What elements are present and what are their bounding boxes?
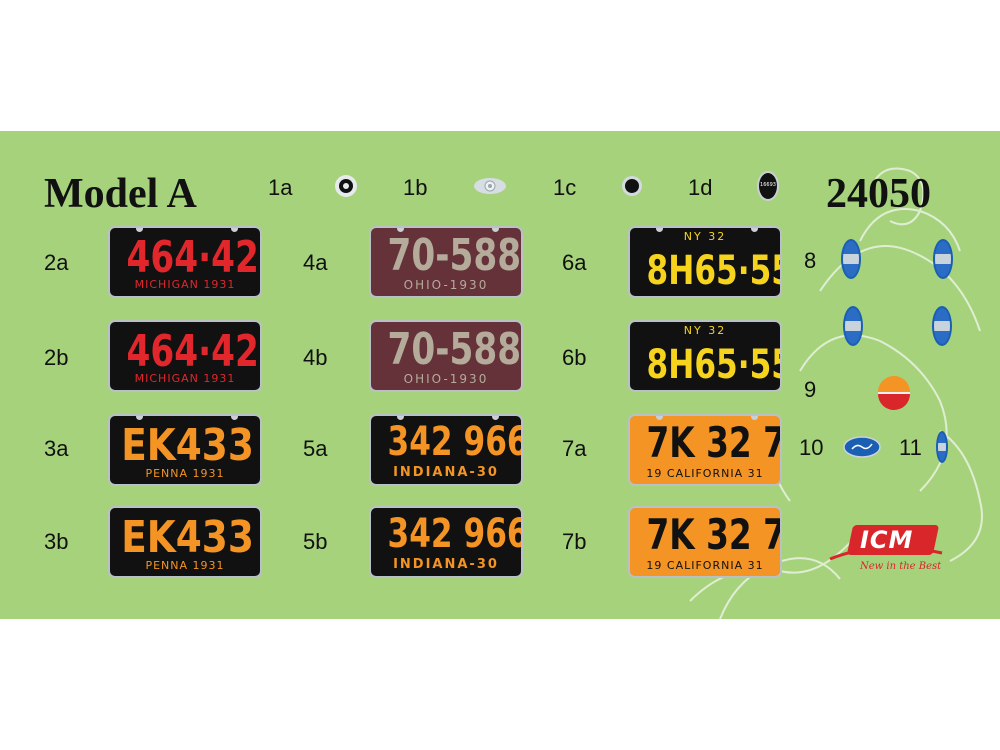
- plate-penna-3a: EK433 PENNA 1931: [108, 414, 262, 486]
- decal-8-oval-icon: [841, 239, 861, 279]
- plate-number: 7K 32 78: [646, 418, 781, 467]
- plate-indiana-5a: 342 966 INDIANA-30: [369, 414, 523, 486]
- plate-state: MICHIGAN 1931: [134, 372, 236, 385]
- plate-state: NY 32: [683, 324, 727, 337]
- label-5a: 5a: [303, 436, 328, 461]
- icm-logo: ICM New in the Best: [826, 521, 946, 577]
- label-2b: 2b: [44, 345, 69, 370]
- label-1d: 1d: [688, 175, 713, 200]
- icm-tagline: New in the Best: [860, 561, 942, 572]
- label-5b: 5b: [303, 529, 328, 554]
- plate-michigan-2a: 464·422 MICHIGAN 1931: [108, 226, 262, 298]
- label-3b: 3b: [44, 529, 69, 554]
- plate-michigan-2b: 464·422 MICHIGAN 1931: [108, 320, 262, 392]
- plate-state: 19 CALIFORNIA 31: [646, 559, 764, 572]
- plate-state: OHIO-1930: [403, 372, 489, 386]
- decal-1a-ring-icon: [335, 175, 357, 197]
- plate-state: OHIO-1930: [403, 278, 489, 292]
- plate-ny-6a: NY 32 8H65·55: [628, 226, 782, 298]
- decal-8-oval-icon: [933, 239, 953, 279]
- label-2a: 2a: [44, 250, 69, 275]
- plate-number: EK433: [121, 420, 254, 471]
- plate-number: EK433: [121, 512, 254, 563]
- kit-number: 24050: [826, 171, 931, 217]
- decal-9-taillight-icon: [878, 376, 910, 410]
- decal-sheet: Model A 24050 1a 1b 1c 1d 16693 2a 2b 3a…: [0, 131, 1000, 619]
- label-4b: 4b: [303, 345, 328, 370]
- plate-ny-6b: NY 32 8H65·55: [628, 320, 782, 392]
- label-1b: 1b: [403, 175, 428, 200]
- plate-number: 70-588: [387, 230, 522, 281]
- label-9: 9: [804, 377, 817, 402]
- plate-number: 342 966: [387, 511, 523, 557]
- plate-indiana-5b: 342 966 INDIANA-30: [369, 506, 523, 578]
- plate-state: INDIANA-30: [393, 465, 499, 480]
- plate-number: 464·422: [126, 326, 261, 377]
- label-4a: 4a: [303, 250, 328, 275]
- plate-state: PENNA 1931: [145, 559, 225, 572]
- decal-11-oval-icon: [936, 431, 948, 463]
- plate-california-7b: 7K 32 78 19 CALIFORNIA 31: [628, 506, 782, 578]
- plate-state: PENNA 1931: [145, 467, 225, 480]
- plate-number: 7K 32 78: [646, 510, 781, 559]
- label-11: 11: [899, 435, 922, 460]
- plate-ohio-4a: 70-588 OHIO-1930: [369, 226, 523, 298]
- plate-california-7a: 7K 32 78 19 CALIFORNIA 31: [628, 414, 782, 486]
- label-7b: 7b: [562, 529, 587, 554]
- decal-8-oval-icon: [843, 306, 863, 346]
- ford-logo-icon: [843, 436, 881, 458]
- plate-state: 19 CALIFORNIA 31: [646, 467, 764, 480]
- decal-8-oval-icon: [932, 306, 952, 346]
- plate-number: 342 966: [387, 419, 523, 465]
- plate-number: 464·422: [126, 232, 261, 283]
- plate-number: 8H65·55: [646, 248, 782, 294]
- label-1a: 1a: [268, 175, 293, 200]
- label-10: 10: [799, 435, 824, 460]
- plate-penna-3b: EK433 PENNA 1931: [108, 506, 262, 578]
- icm-logo-text: ICM: [860, 526, 914, 554]
- plate-state: NY 32: [683, 230, 727, 243]
- page-title: Model A: [44, 171, 197, 217]
- plate-number: 8H65·55: [646, 342, 782, 388]
- badge-1d-number: 16693: [760, 182, 776, 188]
- decal-1b-plate-icon: [474, 178, 506, 194]
- label-1c: 1c: [553, 175, 577, 200]
- plate-state: MICHIGAN 1931: [134, 278, 236, 291]
- plate-state: INDIANA-30: [393, 557, 499, 572]
- icm-logo-icon: [829, 525, 943, 561]
- label-3a: 3a: [44, 436, 69, 461]
- decal-1c-dot-icon: [622, 176, 642, 196]
- plate-number: 70-588: [387, 324, 522, 375]
- decal-1d-badge: 16693: [757, 171, 779, 201]
- label-6a: 6a: [562, 250, 587, 275]
- label-6b: 6b: [562, 345, 587, 370]
- label-7a: 7a: [562, 436, 587, 461]
- plate-ohio-4b: 70-588 OHIO-1930: [369, 320, 523, 392]
- label-8: 8: [804, 248, 817, 273]
